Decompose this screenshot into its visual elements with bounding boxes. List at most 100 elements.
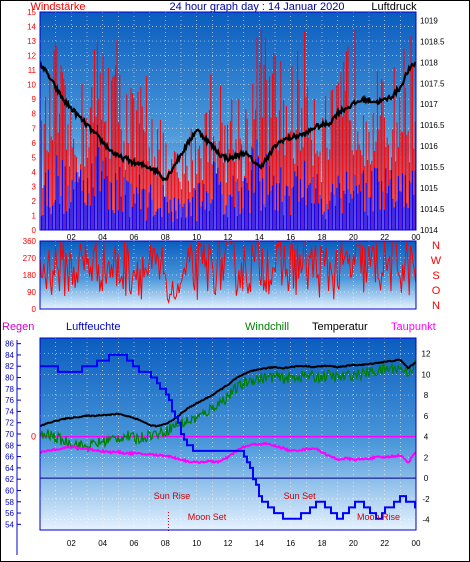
pressure-line <box>40 61 416 182</box>
pressure-tick-label: 1019 <box>420 16 438 25</box>
compass-letter: S <box>432 270 439 282</box>
humidity-tick-label: 68 <box>5 441 14 450</box>
humidity-tick-label: 66 <box>5 453 14 462</box>
humidity-tick-label: 54 <box>5 520 14 529</box>
wind-tick-label: 14 <box>27 23 36 32</box>
wind-axis-label: Windstärke <box>30 1 85 13</box>
hour-tick-label: 02 <box>67 539 76 548</box>
astro-event-label: Moon Set <box>188 512 227 522</box>
humidity-tick-label: 56 <box>5 509 14 518</box>
wind-tick-label: 12 <box>27 52 36 61</box>
temperature-tick-label: 6 <box>424 412 429 421</box>
wind-tick-label: 6 <box>32 139 37 148</box>
legend-windchill: Windchill <box>245 321 289 333</box>
wind-tick-label: 11 <box>28 66 37 75</box>
pressure-tick-label: 1016.5 <box>420 121 445 130</box>
legend-regen: Regen <box>2 321 34 333</box>
legend-taupunkt: Taupunkt <box>391 321 436 333</box>
dewpoint-line <box>40 441 416 465</box>
hour-tick-label: 10 <box>192 539 201 548</box>
humidity-tick-label: 78 <box>5 385 14 394</box>
hour-tick-label: 06 <box>130 539 139 548</box>
hour-tick-label: 16 <box>286 233 295 242</box>
direction-tick-label: 0 <box>32 305 37 314</box>
wind-tick-label: 1 <box>32 211 37 220</box>
humidity-tick-label: 70 <box>5 430 14 439</box>
pressure-axis-label: Luftdruck <box>371 1 417 13</box>
hour-tick-label: 20 <box>349 233 358 242</box>
humidity-tick-label: 60 <box>5 486 14 495</box>
compass-letter: O <box>432 285 441 297</box>
pressure-series <box>40 61 416 182</box>
humidity-tick-label: 62 <box>5 475 14 484</box>
wind-direction-trace <box>40 241 416 305</box>
hour-tick-label: 10 <box>192 233 201 242</box>
hour-tick-label: 06 <box>130 233 139 242</box>
wind-series <box>40 125 416 230</box>
compass-letter: W <box>431 255 442 267</box>
wind-tick-label: 7 <box>32 124 37 133</box>
wind-tick-label: 15 <box>27 8 36 17</box>
wind-tick-label: 2 <box>32 197 37 206</box>
humidity-tick-label: 84 <box>5 351 14 360</box>
bottom-panel-series <box>40 353 416 520</box>
pressure-tick-label: 1014 <box>420 226 438 235</box>
direction-series <box>40 241 416 305</box>
hour-tick-label: 04 <box>98 539 107 548</box>
hour-tick-label: 14 <box>255 539 264 548</box>
direction-axis-ticks: 0 90 180 270 360 <box>23 237 37 314</box>
legend-temperatur: Temperatur <box>312 321 368 333</box>
temperature-line <box>40 358 416 428</box>
pressure-tick-label: 1018 <box>420 58 438 67</box>
hour-tick-label: 12 <box>224 539 233 548</box>
humidity-tick-label: 64 <box>5 464 14 473</box>
hour-tick-label: 22 <box>380 539 389 548</box>
pressure-tick-label: 1017.5 <box>420 79 445 88</box>
pressure-tick-label: 1018.5 <box>420 37 445 46</box>
humidity-tick-label: 80 <box>5 374 14 383</box>
humidity-line <box>40 353 416 520</box>
hour-tick-label: 08 <box>161 233 170 242</box>
humidity-axis-ticks: 54 56 58 60 62 64 66 68 70 72 74 76 78 80 82 84 86 <box>5 340 21 529</box>
regen-zero-tick: 0 <box>31 432 36 442</box>
top-panel-frame <box>39 11 417 231</box>
humidity-tick-label: 72 <box>5 419 14 428</box>
wind-tick-label: 8 <box>32 110 37 119</box>
astro-annotations: Sun Rise Moon Set Sun Set Moon Rise <box>154 491 400 532</box>
hour-tick-label: 18 <box>318 539 327 548</box>
humidity-tick-label: 58 <box>5 498 14 507</box>
pressure-tick-label: 1014.5 <box>420 205 445 214</box>
direction-panel-grid <box>40 241 416 309</box>
temperature-tick-label: 4 <box>424 433 429 442</box>
humidity-tick-label: 86 <box>5 340 14 349</box>
hour-tick-label: 12 <box>224 233 233 242</box>
wind-tick-label: 10 <box>27 81 36 90</box>
temperature-tick-label: -4 <box>422 516 430 525</box>
pressure-tick-label: 1015.5 <box>420 163 445 172</box>
direction-tick-label: 90 <box>27 288 36 297</box>
hour-tick-label: 00 <box>412 539 421 548</box>
pressure-axis-ticks: 1014 1014.5 1015 1015.5 1016 1016.5 1017 1017.5… <box>420 16 445 235</box>
temperature-tick-label: 8 <box>424 391 429 400</box>
hour-tick-label: 02 <box>67 233 76 242</box>
wind-tick-label: 4 <box>32 168 37 177</box>
hour-tick-label: 00 <box>412 233 421 242</box>
temperature-tick-label: 2 <box>424 453 429 462</box>
compass-letter: N <box>432 240 440 252</box>
hour-tick-label: 18 <box>318 233 327 242</box>
temperature-tick-label: 10 <box>422 370 431 379</box>
wind-tick-label: 3 <box>32 182 37 191</box>
humidity-tick-label: 76 <box>5 396 14 405</box>
humidity-tick-label: 82 <box>5 362 14 371</box>
hour-tick-label: 08 <box>161 539 170 548</box>
top-panel-x-ticks: 02 04 06 08 10 12 14 16 18 20 22 00 <box>67 233 421 242</box>
direction-tick-label: 270 <box>23 254 37 263</box>
direction-tick-label: 180 <box>23 271 37 280</box>
hour-tick-label: 16 <box>286 539 295 548</box>
legend-luftfeuchte: Luftfeuchte <box>66 321 120 333</box>
bottom-panel-x-ticks: 02 04 06 08 10 12 14 16 18 20 22 00 <box>67 539 421 548</box>
hour-tick-label: 20 <box>349 539 358 548</box>
temperature-tick-label: 12 <box>422 350 431 359</box>
